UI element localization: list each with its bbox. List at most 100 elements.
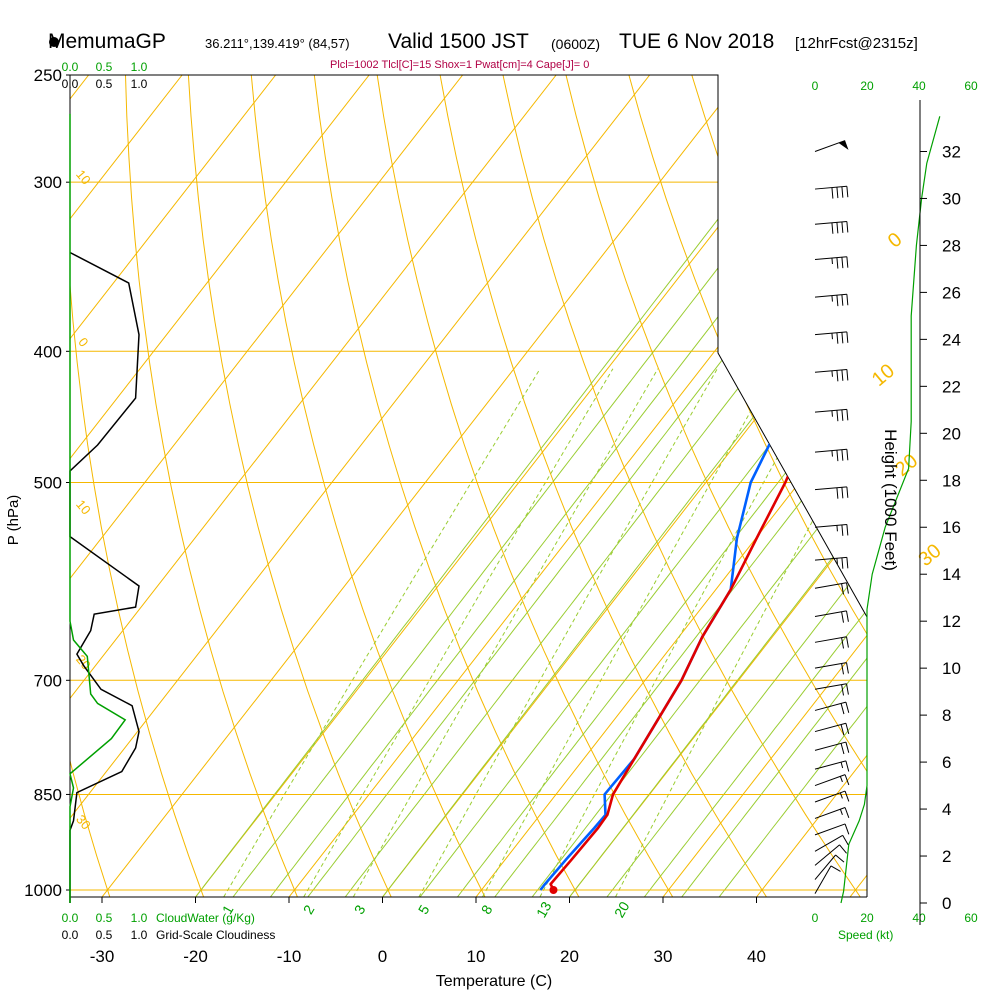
isotherm-label: 10	[868, 360, 899, 391]
height-tick-label: 2	[942, 847, 951, 866]
moist-adiabat-line	[718, 75, 867, 897]
height-tick-label: 22	[942, 377, 961, 396]
wind-barb-half-flag	[831, 410, 833, 417]
wind-barb	[814, 368, 849, 382]
wind-speed-tick-bottom: 20	[860, 911, 874, 925]
wind-barb-flag	[845, 723, 850, 735]
wind-barb	[814, 582, 849, 595]
mixing-ratio-label: 20	[611, 899, 633, 921]
wind-barb-staff	[814, 854, 836, 880]
isotherm-line	[70, 75, 651, 897]
wind-barb-staff	[814, 701, 847, 711]
wind-barb-flag	[841, 684, 844, 696]
wind-barb-staff	[814, 293, 847, 298]
wind-barb-flag	[835, 854, 845, 863]
isotherm-line	[382, 75, 867, 897]
left-isotherm-label: 30	[73, 812, 94, 833]
cloudiness-line	[69, 251, 140, 903]
dry-adiabat-line	[250, 75, 486, 897]
wind-barb	[814, 523, 849, 536]
wind-barb-staff	[814, 636, 847, 643]
dry-adiabat-line	[754, 75, 867, 897]
cloudwater-scale-top: 1.0	[131, 60, 148, 74]
temperature-tick-label: 0	[378, 947, 387, 966]
cloudwater-scale-top: 0.0	[62, 60, 79, 74]
temperature-tick-label: -30	[90, 947, 115, 966]
wind-barb	[814, 221, 849, 234]
wind-barb-half-flag	[839, 809, 843, 816]
mixing-ratio-label: 8	[478, 902, 496, 917]
moist-adiabat-line	[569, 75, 867, 897]
moist-adiabat-line	[419, 75, 867, 897]
wind-barb	[814, 486, 849, 499]
isotherm-line	[288, 75, 867, 897]
mixing-ratio-line	[352, 368, 659, 897]
temperature-axis-title: Temperature (C)	[436, 973, 552, 990]
wind-barb-staff	[814, 741, 847, 751]
cloudiness-scale-bottom: 0.5	[96, 928, 113, 942]
mixing-ratio-line	[223, 368, 541, 897]
site-name: MemumaGP	[48, 30, 166, 53]
wind-barb-flag	[846, 683, 849, 695]
wind-barb	[814, 854, 845, 880]
moist-adiabat-line	[643, 75, 867, 897]
moist-adiabat-line	[606, 75, 867, 897]
height-tick-label: 12	[942, 612, 961, 631]
height-tick-label: 6	[942, 753, 951, 772]
surface-point-marker	[549, 885, 558, 894]
wind-barb	[814, 636, 849, 649]
cloudwater-scale-top: 0.5	[96, 60, 113, 74]
wind-barb-flag	[836, 295, 839, 307]
temperature-tick-label: 40	[747, 947, 766, 966]
temperature-tick-label: -10	[277, 947, 302, 966]
dry-adiabat-line	[439, 75, 767, 897]
isotherm-line	[70, 75, 183, 897]
wind-speed-tick-bottom: 60	[964, 911, 978, 925]
wind-barb	[814, 256, 849, 269]
wind-barb-flag	[839, 844, 847, 854]
isotherm-label: 30	[914, 540, 945, 571]
wind-barb-flag	[836, 370, 839, 382]
cloudiness-scale-bottom: 1.0	[131, 928, 148, 942]
wind-barb-flag	[841, 637, 844, 649]
wind-barb-flag	[841, 221, 844, 233]
wind-barb-flag	[842, 835, 849, 846]
wind-barb-half-flag	[839, 792, 843, 799]
wind-barb-half-flag	[831, 333, 833, 340]
wind-barb-half-flag	[831, 257, 833, 265]
mixing-ratio-label: 2	[300, 902, 318, 917]
wind-barb	[814, 448, 849, 462]
pressure-tick-label: 850	[34, 785, 62, 804]
height-tick-label: 14	[942, 565, 961, 584]
wind-barb-flag	[844, 823, 850, 835]
moist-adiabat-line	[681, 75, 867, 897]
cloudiness-scale-top: 1.0	[131, 77, 148, 91]
wind-barb-flag	[836, 257, 839, 269]
wind-barb	[814, 683, 849, 696]
wind-barb-flag	[846, 294, 849, 306]
wind-barb	[814, 760, 850, 772]
valid-time: Valid 1500 JST	[388, 30, 529, 53]
wind-barb-flag	[841, 663, 844, 675]
wind-barb	[814, 185, 849, 199]
temperature-tick-label: -20	[183, 947, 208, 966]
wind-barb-flag	[841, 294, 844, 306]
height-tick-label: 18	[942, 471, 961, 490]
forecast-info: [12hrFcst@2315z]	[795, 35, 918, 52]
wind-barb-staff	[814, 807, 846, 819]
height-tick-label: 28	[942, 236, 961, 255]
wind-barb-staff	[814, 722, 847, 733]
left-isotherm-label: 10	[73, 497, 94, 518]
wind-barb	[814, 722, 850, 736]
dry-adiabat-line	[313, 75, 580, 897]
wind-barb-flag	[846, 610, 849, 622]
dry-adiabat-line	[376, 75, 674, 897]
wind-barb-staff	[814, 662, 847, 669]
wind-barb-flag	[836, 222, 839, 234]
dry-adiabat-line	[125, 75, 298, 897]
pressure-tick-label: 400	[34, 342, 62, 361]
site-dot-icon	[49, 37, 59, 47]
wind-barb-staff	[814, 185, 847, 190]
wind-barb-flag	[836, 487, 839, 499]
wind-barb-half-flag	[839, 776, 843, 783]
